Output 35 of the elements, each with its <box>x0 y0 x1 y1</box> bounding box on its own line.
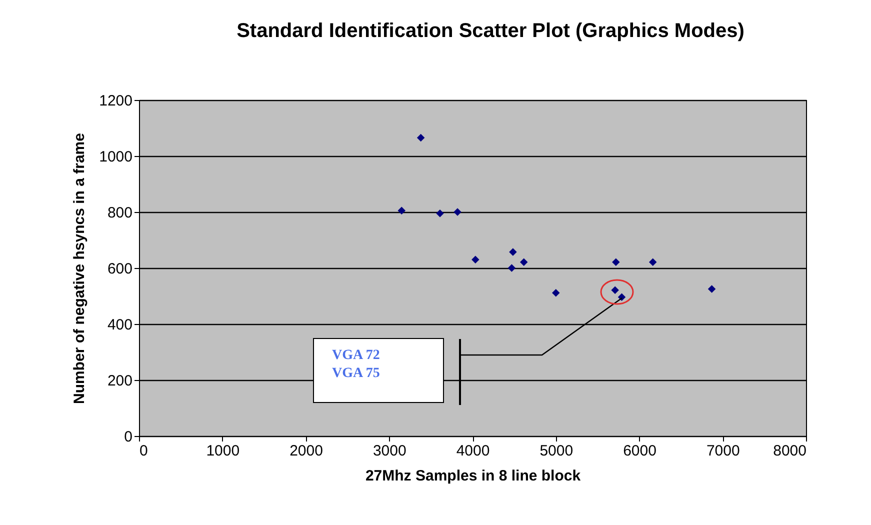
x-tick-label: 8000 <box>773 442 806 460</box>
x-tick-label: 1000 <box>206 442 240 460</box>
point <box>520 258 528 266</box>
y-tick-label: 0 <box>124 428 132 446</box>
x-tick-label: 3000 <box>372 442 406 460</box>
point <box>552 289 560 297</box>
point <box>708 285 716 293</box>
point <box>472 256 480 264</box>
x-axis-title: 27Mhz Samples in 8 line block <box>365 468 582 484</box>
point <box>648 258 657 266</box>
point <box>611 286 619 294</box>
y-axis-title: Number of negative hsyncs in a frame <box>71 133 88 404</box>
annotation: VGA 72 <box>332 347 381 365</box>
chart-title: Standard Identification Scatter Plot (Graphics Modes) <box>236 20 744 42</box>
y-tick-label: 400 <box>107 316 132 334</box>
y-tick-label: 800 <box>107 204 132 222</box>
x-tick-label: 4000 <box>456 442 490 460</box>
point <box>398 206 406 214</box>
x-tick-label: 7000 <box>706 442 740 460</box>
point <box>508 264 516 272</box>
x-tick-label: 0 <box>140 442 148 460</box>
note-box: VGA 72 VGA 75 <box>313 338 444 403</box>
point <box>509 248 517 256</box>
y-tick-label: 1000 <box>99 148 132 166</box>
x-tick-label: 5000 <box>540 442 574 460</box>
point <box>416 134 425 142</box>
y-tick-label: 1200 <box>99 92 132 110</box>
point <box>454 208 462 216</box>
point <box>436 210 444 218</box>
y-tick-label: 600 <box>107 260 132 278</box>
y-tick-label: 200 <box>107 372 132 390</box>
annotation: VGA 75 <box>332 365 381 383</box>
x-tick-label: 6000 <box>623 442 656 460</box>
x-tick-label: 2000 <box>290 442 323 460</box>
point <box>612 258 620 266</box>
